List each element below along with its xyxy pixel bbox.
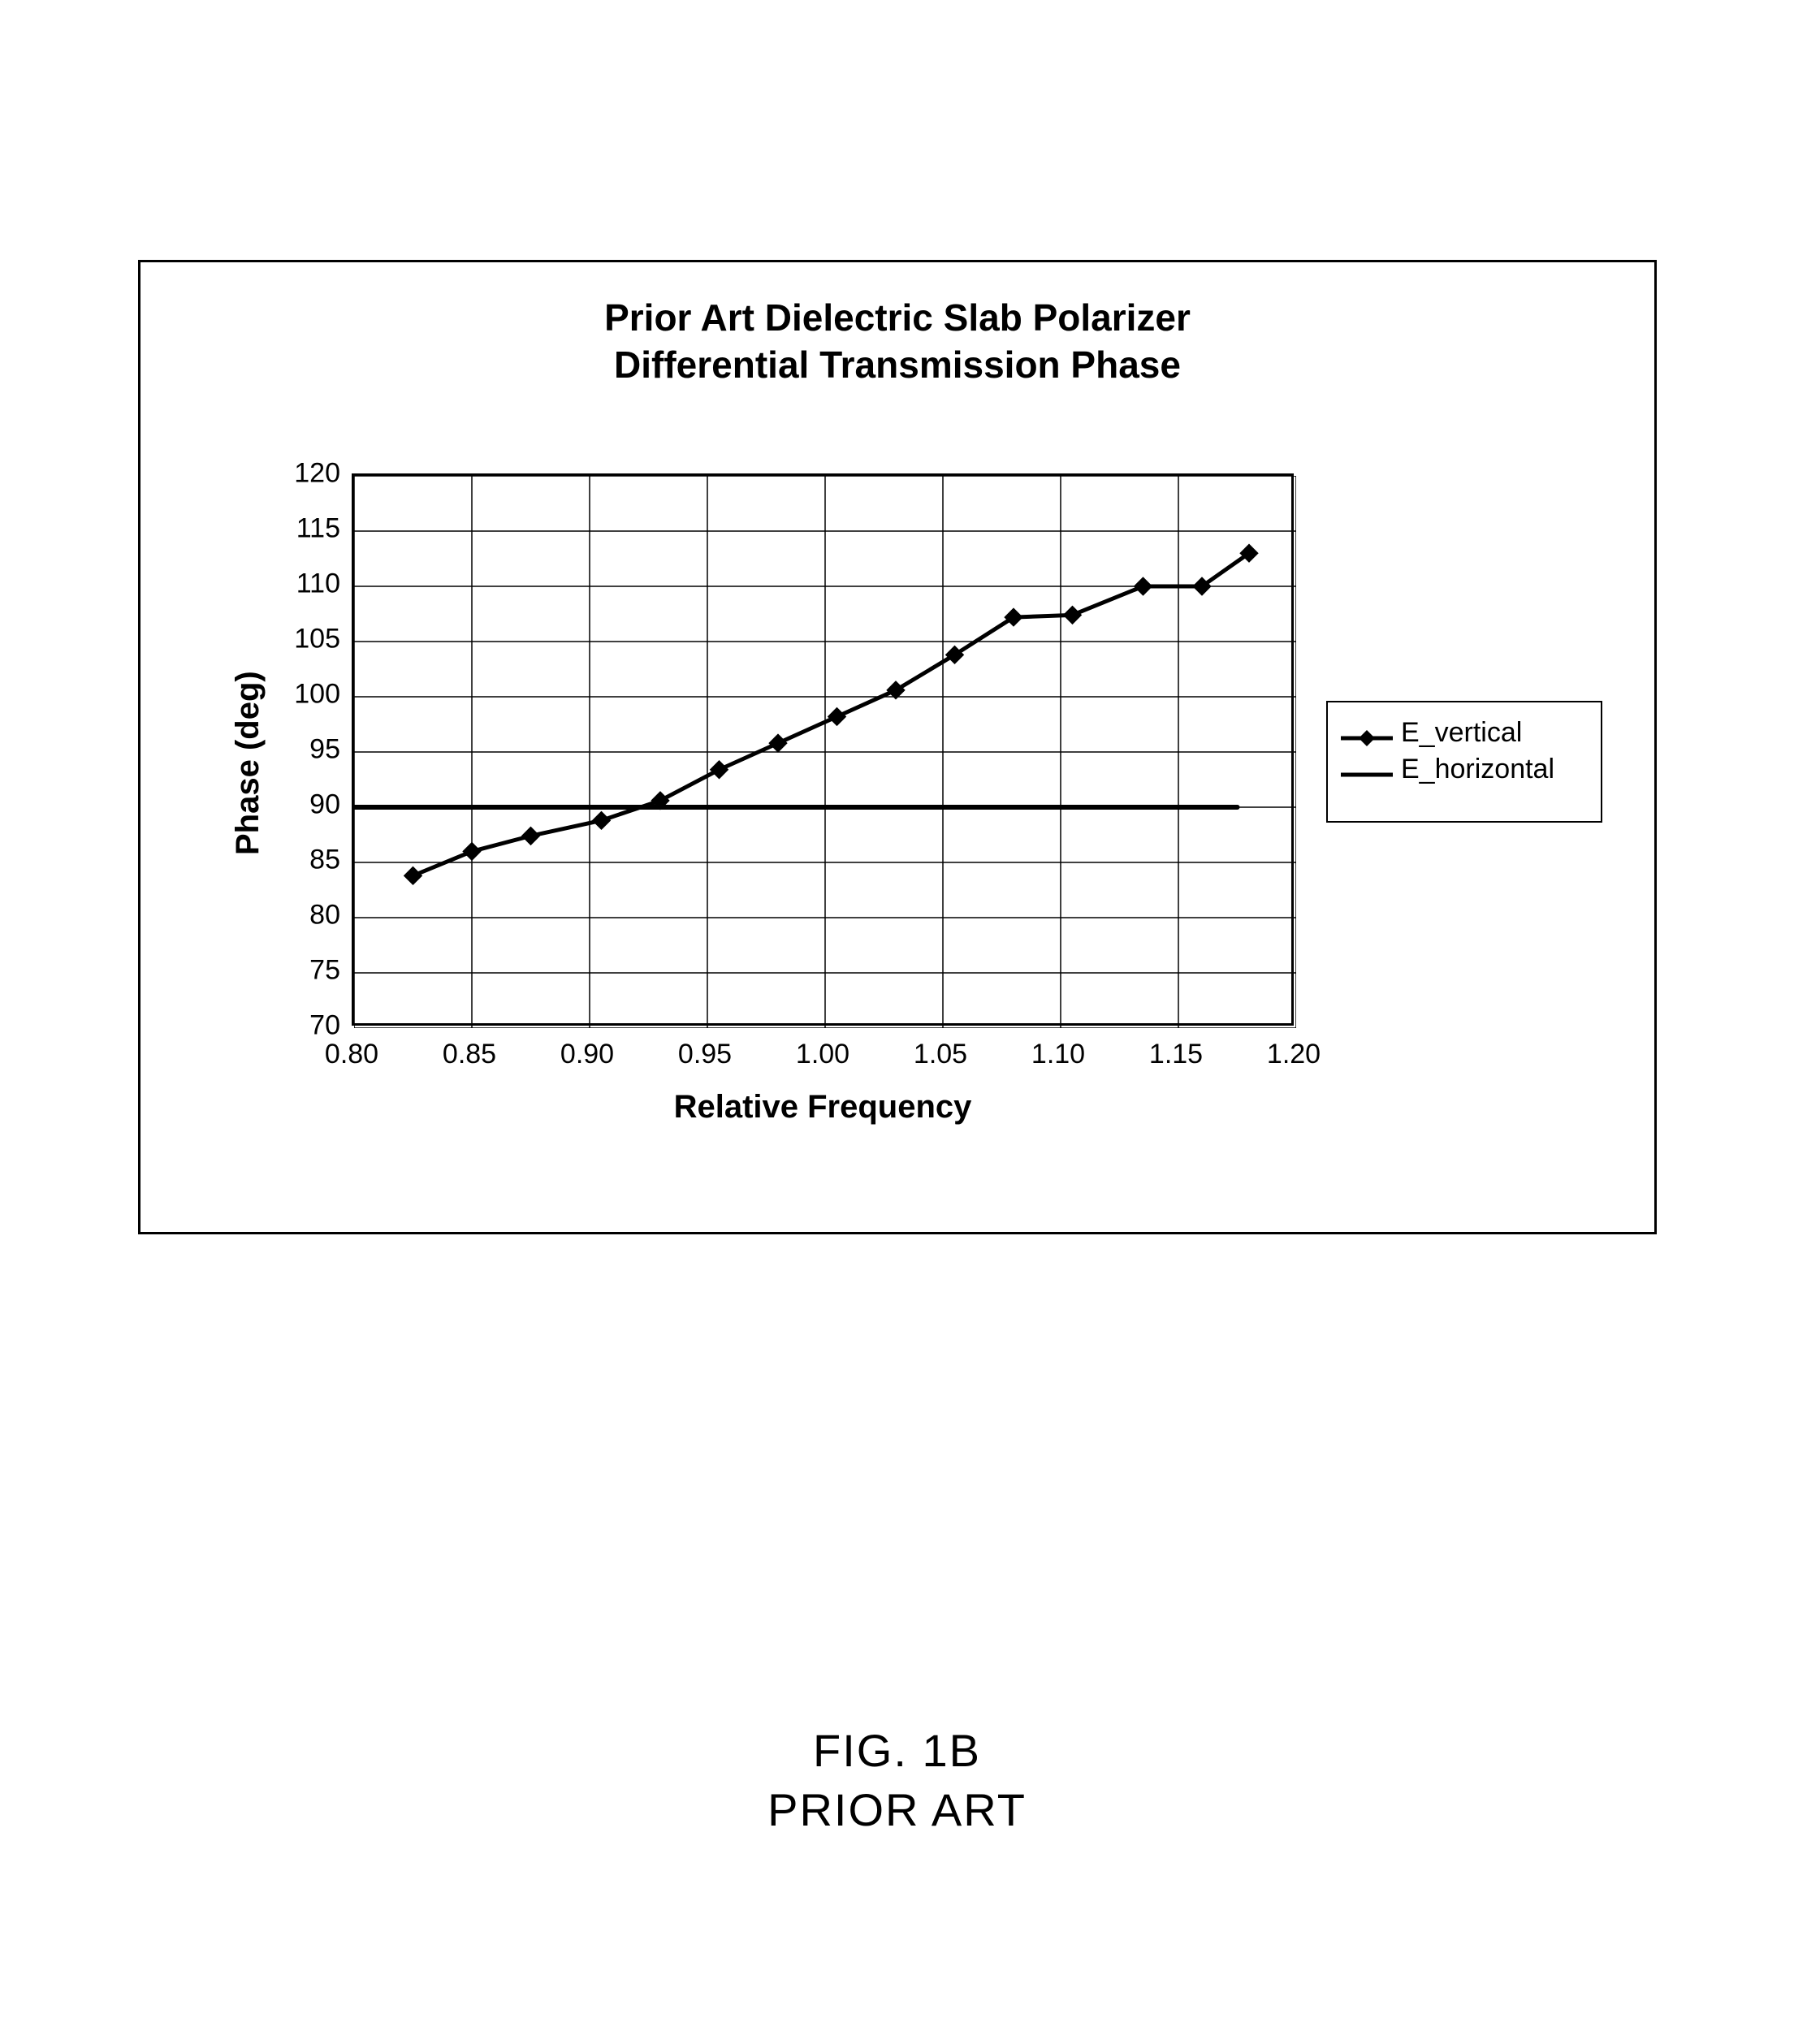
plot-svg — [354, 476, 1296, 1028]
chart-title: Prior Art Dielectric Slab Polarizer Diff… — [140, 295, 1654, 388]
tick-label: 1.15 — [1149, 1039, 1203, 1070]
tick-label: 70 — [309, 1010, 340, 1042]
chart-title-line1: Prior Art Dielectric Slab Polarizer — [140, 295, 1654, 342]
legend: E_vertical E_horizontal — [1326, 701, 1602, 823]
chart-frame: Prior Art Dielectric Slab Polarizer Diff… — [138, 260, 1657, 1234]
figure-caption-line1: FIG. 1B — [0, 1722, 1794, 1781]
legend-swatch — [1341, 724, 1393, 743]
tick-label: 1.00 — [796, 1039, 849, 1070]
tick-label: 100 — [294, 679, 340, 711]
tick-label: 115 — [296, 513, 340, 545]
tick-label: 1.05 — [914, 1039, 967, 1070]
tick-label: 110 — [296, 568, 340, 600]
tick-label: 105 — [294, 624, 340, 655]
tick-label: 1.10 — [1031, 1039, 1085, 1070]
chart-title-line2: Differential Transmission Phase — [140, 342, 1654, 389]
tick-label: 1.20 — [1267, 1039, 1321, 1070]
legend-item: E_horizontal — [1341, 754, 1588, 785]
figure-caption: FIG. 1B PRIOR ART — [0, 1722, 1794, 1840]
y-axis-label: Phase (deg) — [230, 671, 266, 855]
legend-item: E_vertical — [1341, 717, 1588, 749]
tick-label: 80 — [309, 900, 340, 931]
plot-area — [352, 473, 1294, 1026]
page: Prior Art Dielectric Slab Polarizer Diff… — [0, 0, 1794, 2044]
figure-caption-line2: PRIOR ART — [0, 1781, 1794, 1840]
tick-label: 0.95 — [678, 1039, 732, 1070]
tick-label: 95 — [309, 734, 340, 766]
tick-label: 85 — [309, 845, 340, 876]
tick-label: 75 — [309, 955, 340, 987]
tick-label: 0.90 — [560, 1039, 614, 1070]
tick-label: 90 — [309, 789, 340, 821]
tick-label: 0.80 — [325, 1039, 378, 1070]
legend-label: E_vertical — [1401, 717, 1522, 749]
x-axis-label: Relative Frequency — [352, 1089, 1294, 1126]
tick-label: 120 — [294, 458, 340, 490]
tick-label: 0.85 — [443, 1039, 496, 1070]
legend-swatch — [1341, 760, 1393, 780]
legend-label: E_horizontal — [1401, 754, 1554, 785]
